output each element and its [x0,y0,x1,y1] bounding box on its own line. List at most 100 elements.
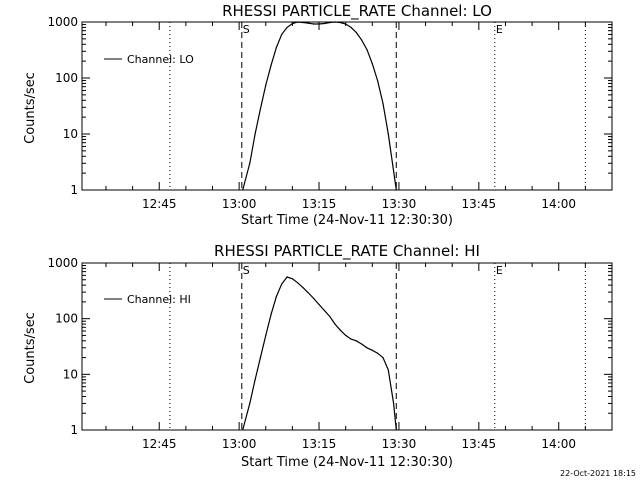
data-point [318,23,320,25]
y-tick-label: 1 [70,423,78,437]
data-point [387,369,389,371]
data-point [395,189,397,191]
x-tick-label: 13:15 [302,437,337,451]
data-point [286,276,288,278]
data-point [339,21,341,24]
x-tick-label: 13:00 [222,197,257,211]
time-marker-label: S [243,23,250,36]
y-tick-label: 100 [55,71,78,85]
legend: Channel: LO [104,53,194,66]
data-point [355,340,357,342]
data-point [254,133,256,135]
x-axis-label: Start Time (24-Nov-11 12:30:30) [241,213,453,228]
x-tick-label: 13:45 [462,437,497,451]
x-tick-label: 13:30 [382,197,417,211]
data-point [329,21,331,24]
data-point [265,334,267,337]
data-point [313,23,315,25]
plot-frame [81,21,613,191]
data-point [350,338,352,340]
data-point [265,84,267,86]
legend: Channel: HI [104,293,191,306]
data-point [259,356,262,359]
x-axis-label: Start Time (24-Nov-11 12:30:30) [241,455,453,470]
plot-area: 12:45 13:00 13:15 13:30 13:45 14:00 1 10 100 1000… [47,15,613,211]
y-tick-label: 1000 [47,15,78,29]
data-point [393,402,395,405]
data-point [286,26,288,29]
data-point [361,343,363,345]
panel-channel-lo: RHESSI PARTICLE_RATE Channel: LO Start T… [23,2,613,228]
data-point [242,429,244,431]
data-point [377,352,379,354]
data-point [254,379,256,381]
data-point [281,283,283,285]
y-tick-label: 10 [63,127,78,141]
data-point [313,297,315,300]
y-axis-label: Counts/sec [23,72,38,144]
data-point [395,429,397,431]
data-point [297,282,299,284]
generation-timestamp: 22-Oct-2021 18:15 [560,469,636,478]
data-point [334,323,336,325]
data-point [275,46,278,49]
y-tick-label: 1000 [47,256,78,270]
data-point [329,315,331,317]
data-point [366,347,368,349]
data-point [377,79,379,82]
legend-entry: Channel: HI [127,293,191,306]
data-point [249,162,251,164]
x-tick-label: 12:45 [142,197,177,211]
data-point [275,295,278,298]
chart-title: RHESSI PARTICLE_RATE Channel: HI [214,242,480,261]
data-point [350,26,352,29]
x-tick-label: 13:45 [462,197,497,211]
x-tick-label: 13:15 [302,197,337,211]
time-marker-label: E [496,23,503,36]
data-point [270,64,272,66]
data-point [323,22,325,25]
data-point [387,133,389,135]
time-marker-label: E [496,264,503,277]
y-axis-label: Counts/sec [23,312,38,384]
data-point [318,303,320,306]
data-point [291,278,294,280]
data-point [307,22,309,24]
time-marker-label: S [243,264,250,277]
series-line [242,276,397,431]
data-point [249,402,251,405]
plot-area: 12:45 13:00 13:15 13:30 13:45 14:00 1 10 100 1000… [47,256,613,451]
data-point [302,287,304,289]
data-point [307,292,309,294]
y-tick-label: 10 [63,367,78,381]
y-tick-label: 100 [55,312,78,326]
x-tick-label: 13:30 [382,437,417,451]
data-point [334,21,336,23]
x-tick-label: 13:00 [222,437,257,451]
data-point [270,313,272,315]
data-point [355,31,357,34]
data-point [281,33,283,36]
data-point [242,189,244,191]
data-point [339,329,341,331]
data-point [345,334,347,337]
legend-entry: Channel: LO [127,53,194,66]
plot-frame [81,262,613,431]
data-point [297,21,299,23]
y-tick-label: 1 [70,183,78,197]
x-tick-label: 14:00 [541,437,576,451]
data-point [361,39,363,41]
data-point [345,23,347,25]
data-point [259,108,262,110]
data-point [302,21,304,24]
data-point [323,309,325,312]
chart-title: RHESSI PARTICLE_RATE Channel: LO [222,2,492,21]
x-tick-label: 12:45 [142,437,177,451]
data-point [366,49,368,51]
panel-channel-hi: RHESSI PARTICLE_RATE Channel: HI Start T… [23,242,613,470]
data-point [382,356,384,359]
data-point [371,349,373,351]
x-tick-label: 14:00 [541,197,576,211]
